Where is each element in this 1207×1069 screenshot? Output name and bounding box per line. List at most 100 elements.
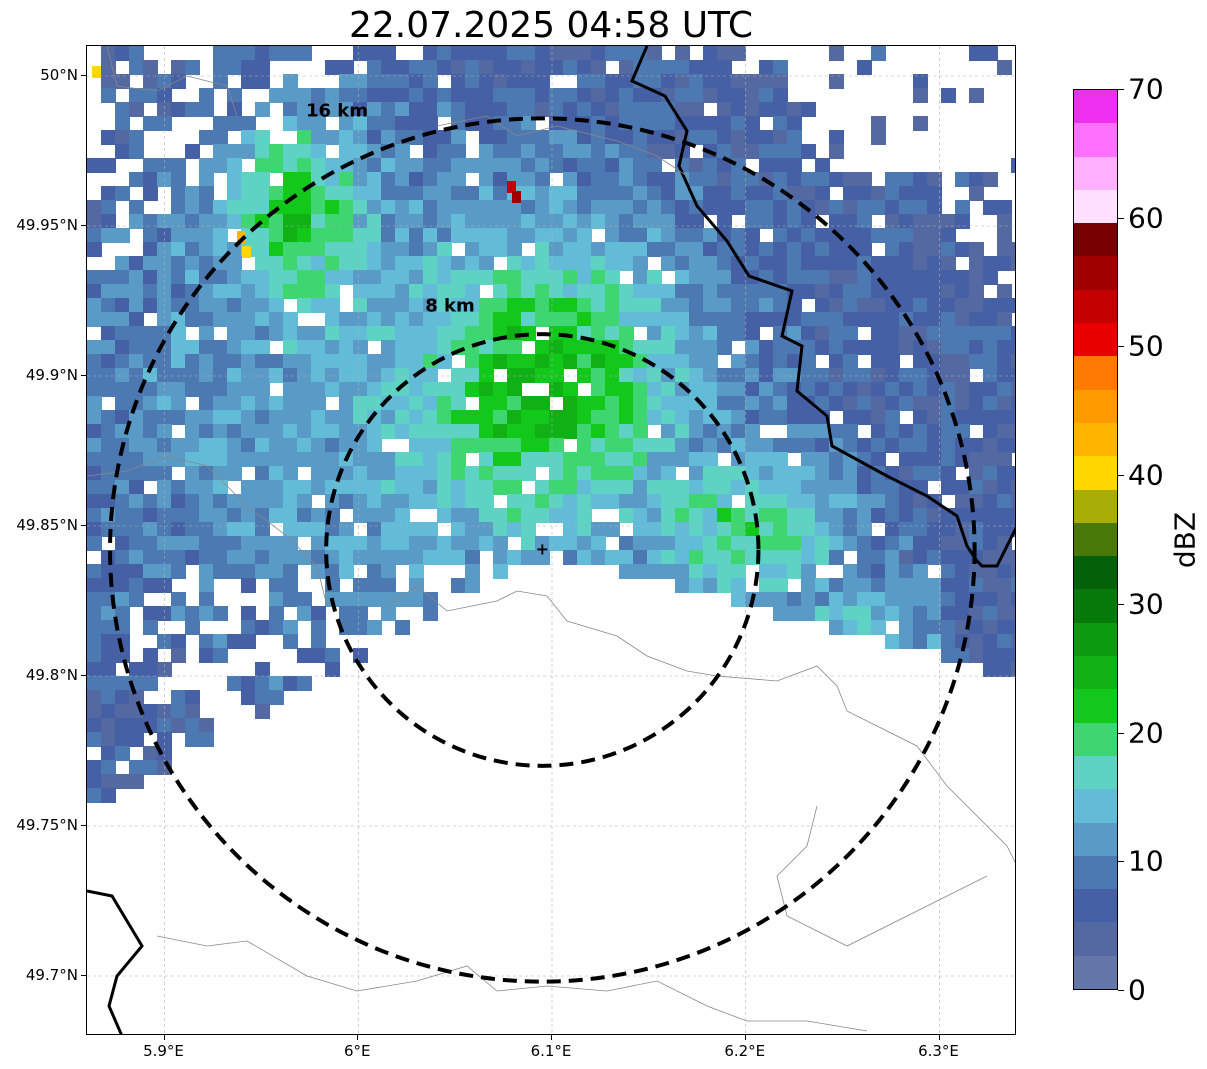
echo-cell <box>815 284 830 299</box>
radar-map[interactable]: + <box>86 45 1016 1035</box>
echo-cell <box>129 214 144 229</box>
echo-cell <box>507 522 522 537</box>
echo-cell <box>829 508 844 523</box>
echo-cell <box>563 200 578 215</box>
echo-cell <box>689 228 704 243</box>
echo-cell <box>241 60 256 75</box>
echo-cell <box>843 508 858 523</box>
echo-cell <box>437 536 452 551</box>
echo-cell <box>871 382 886 397</box>
echo-cell <box>675 368 690 383</box>
echo-cell <box>213 298 228 313</box>
echo-cell <box>829 130 844 145</box>
echo-cell <box>885 270 900 285</box>
colorbar-tick-mark <box>1118 732 1124 734</box>
echo-cell <box>87 228 102 243</box>
echo-cell <box>997 606 1012 621</box>
echo-cell <box>199 200 214 215</box>
echo-cell <box>157 578 172 593</box>
echo-cell <box>535 424 550 439</box>
echo-cell <box>759 102 774 117</box>
echo-cell <box>255 396 270 411</box>
echo-cell <box>731 508 746 523</box>
echo-cell <box>115 774 130 789</box>
echo-cell <box>395 298 410 313</box>
echo-cell <box>717 102 732 117</box>
echo-cell <box>283 452 298 467</box>
echo-cell <box>647 60 662 75</box>
echo-cell <box>451 550 466 565</box>
echo-cell <box>913 228 928 243</box>
echo-cell <box>395 620 410 635</box>
echo-cell <box>423 270 438 285</box>
echo-cell <box>143 298 158 313</box>
echo-cell <box>241 144 256 159</box>
echo-cell <box>563 256 578 271</box>
echo-cell <box>689 172 704 187</box>
echo-cell <box>339 564 354 579</box>
echo-cell <box>801 438 816 453</box>
echo-cell <box>185 186 200 201</box>
echo-cell <box>815 522 830 537</box>
echo-cell <box>409 256 424 271</box>
echo-cell-strong <box>507 181 516 193</box>
echo-cell <box>633 396 648 411</box>
echo-cell <box>661 536 676 551</box>
echo-cell <box>829 494 844 509</box>
echo-cell <box>171 536 186 551</box>
echo-cell <box>171 396 186 411</box>
echo-cell <box>423 606 438 621</box>
echo-cell <box>465 46 480 61</box>
echo-cell <box>745 242 760 257</box>
echo-cell <box>381 130 396 145</box>
echo-cell <box>353 396 368 411</box>
echo-cell <box>423 312 438 327</box>
echo-cell <box>605 214 620 229</box>
echo-cell <box>241 438 256 453</box>
echo-cell <box>339 130 354 145</box>
echo-cell <box>535 480 550 495</box>
echo-cell <box>521 424 536 439</box>
echo-cell <box>311 452 326 467</box>
echo-cell <box>689 130 704 145</box>
echo-cell <box>955 284 970 299</box>
echo-cell <box>493 102 508 117</box>
echo-cell <box>493 46 508 61</box>
echo-cell <box>283 592 298 607</box>
echo-cell <box>857 606 872 621</box>
echo-cell <box>367 326 382 341</box>
echo-cell <box>885 550 900 565</box>
echo-cell <box>703 228 718 243</box>
echo-cell <box>969 340 984 355</box>
echo-cell <box>619 326 634 341</box>
colorbar-segment <box>1074 656 1117 690</box>
echo-cell <box>157 438 172 453</box>
echo-cell <box>1011 424 1015 439</box>
echo-cell <box>759 410 774 425</box>
echo-cell <box>395 102 410 117</box>
echo-cell <box>507 242 522 257</box>
echo-cell <box>129 662 144 677</box>
echo-cell <box>759 592 774 607</box>
echo-cell <box>129 298 144 313</box>
echo-cell <box>535 228 550 243</box>
echo-cell <box>129 340 144 355</box>
echo-cell <box>997 564 1012 579</box>
echo-cell <box>997 312 1012 327</box>
echo-cell <box>297 158 312 173</box>
echo-cell <box>983 592 998 607</box>
echo-cell <box>255 46 270 61</box>
echo-cell <box>675 480 690 495</box>
echo-cell <box>549 214 564 229</box>
echo-cell <box>731 200 746 215</box>
echo-cell <box>703 88 718 103</box>
echo-cell <box>297 298 312 313</box>
echo-cell <box>129 256 144 271</box>
echo-cell <box>213 424 228 439</box>
echo-cell <box>269 158 284 173</box>
echo-cell <box>689 578 704 593</box>
echo-cell <box>283 74 298 89</box>
echo-cell <box>857 228 872 243</box>
echo-cell <box>143 256 158 271</box>
echo-cell <box>283 88 298 103</box>
